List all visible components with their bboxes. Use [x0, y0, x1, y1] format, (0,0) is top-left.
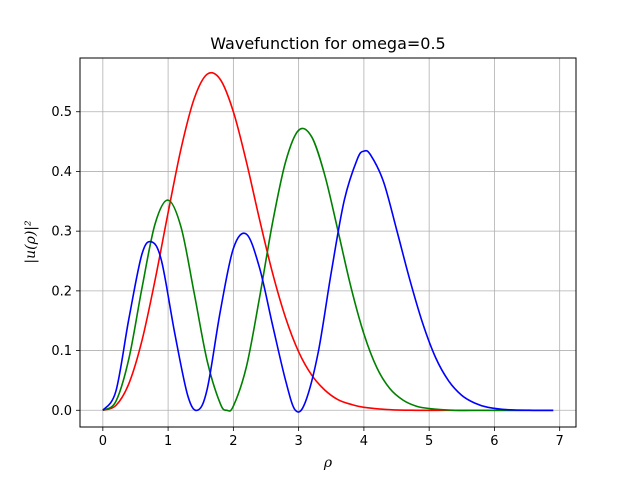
y-tick-label: 0.5: [51, 105, 72, 120]
series-line-1: [102, 71, 554, 412]
chart-title: Wavefunction for omega=0.5: [210, 34, 445, 53]
y-tick-label: 0.4: [51, 165, 72, 180]
y-axis-label: |u(ρ)|²: [23, 220, 39, 264]
x-tick-label: 6: [490, 434, 498, 449]
x-tick-label: 0: [99, 434, 107, 449]
y-tick-label: 0.1: [51, 344, 72, 359]
x-tick-label: 5: [425, 434, 433, 449]
x-tick-label: 7: [556, 434, 564, 449]
x-tick-label: 1: [164, 434, 172, 449]
series-line-3: [102, 149, 554, 413]
plot-frame: [79, 57, 577, 428]
y-tick-label: 0.3: [51, 225, 72, 240]
x-tick-label: 3: [294, 434, 302, 449]
series-lines: [102, 71, 554, 413]
axis-ticks: 0 1 2 3 4 5 6 7 0.0 0.1 0.2 0.3 0.4 0.5: [51, 105, 564, 449]
series-line-2: [102, 127, 554, 412]
gridlines: [80, 58, 576, 427]
x-tick-label: 2: [229, 434, 237, 449]
x-axis-label: ρ: [323, 455, 333, 471]
y-tick-label: 0.0: [51, 404, 72, 419]
y-tick-label: 0.2: [51, 284, 72, 299]
x-tick-label: 4: [360, 434, 368, 449]
